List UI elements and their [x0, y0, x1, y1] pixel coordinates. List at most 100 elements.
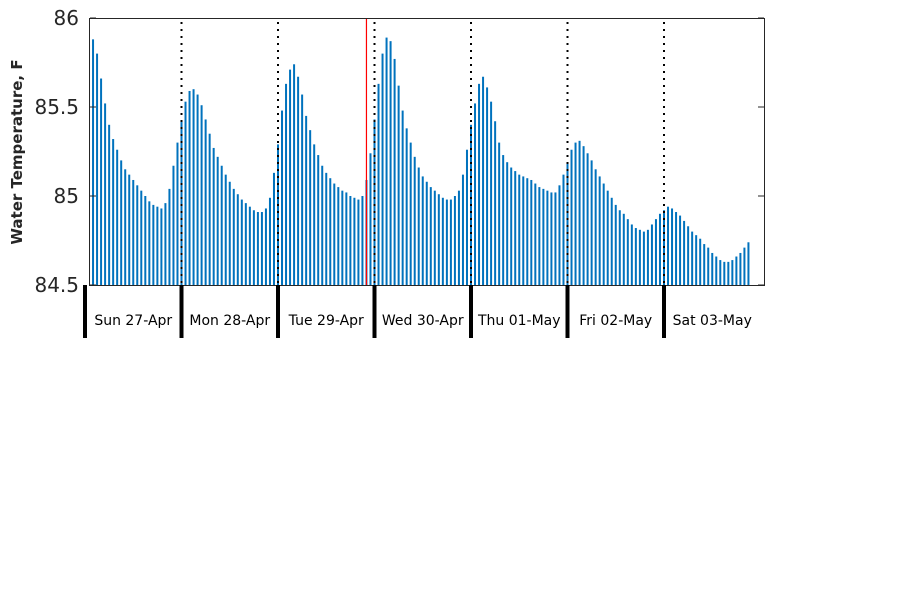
temperature-bar — [305, 115, 308, 286]
temperature-bar — [353, 197, 356, 285]
temperature-bar — [626, 219, 629, 285]
temperature-bar — [252, 210, 255, 285]
temperature-bar — [542, 188, 545, 285]
day-label: Mon 28-Apr — [189, 313, 270, 329]
temperature-bar — [538, 187, 541, 285]
temperature-bar — [248, 206, 251, 285]
temperature-bar — [433, 190, 436, 285]
temperature-bar — [180, 121, 183, 286]
temperature-bar — [212, 147, 215, 285]
temperature-bar — [144, 196, 147, 285]
temperature-bar — [474, 103, 477, 285]
temperature-bar — [671, 208, 674, 285]
temperature-bar — [385, 37, 388, 285]
temperature-bar — [413, 156, 416, 285]
temperature-bar — [486, 87, 489, 285]
temperature-bar — [554, 192, 557, 285]
temperature-bar — [695, 235, 698, 285]
day-label: Sun 27-Apr — [94, 313, 172, 329]
temperature-bar — [325, 172, 328, 285]
temperature-bar — [297, 76, 300, 286]
temperature-bar — [634, 228, 637, 285]
temperature-bar — [289, 69, 292, 286]
temperature-bar — [260, 212, 263, 285]
temperature-bar — [594, 169, 597, 285]
temperature-bar — [232, 188, 235, 285]
temperature-bar — [132, 179, 135, 285]
temperature-bar — [675, 212, 678, 285]
temperature-bar — [112, 139, 115, 285]
temperature-bar — [687, 226, 690, 285]
temperature-bar — [658, 213, 661, 285]
x-axis-day-labels: Sun 27-Apr Mon 28-Apr Tue 29-Apr Wed 30-Apr… — [83, 285, 752, 338]
day-label: Sat 03-May — [673, 313, 752, 329]
temperature-bar — [156, 206, 159, 285]
temperature-bar — [546, 190, 549, 285]
temperature-bar — [646, 229, 649, 285]
temperature-bar — [506, 162, 509, 285]
temperature-bar — [309, 130, 312, 285]
temperature-bar — [148, 201, 151, 285]
temperature-bar — [437, 194, 440, 285]
temperature-bar — [518, 174, 521, 285]
temperature-bar — [184, 101, 187, 285]
temperature-bar — [216, 156, 219, 285]
temperature-bar — [566, 162, 569, 285]
temperature-bar — [494, 121, 497, 286]
temperature-bar — [530, 179, 533, 285]
temperature-bar — [92, 39, 95, 285]
temperature-bar — [281, 110, 284, 285]
temperature-bar — [389, 41, 392, 285]
temperature-bar — [510, 167, 513, 285]
temperature-bar — [707, 247, 710, 285]
temperature-bar — [482, 76, 485, 286]
temperature-bar — [642, 231, 645, 285]
temperature-bar — [622, 213, 625, 285]
temperature-bar — [401, 110, 404, 285]
y-tick-label: 85 — [54, 184, 79, 208]
temperature-bar — [618, 210, 621, 285]
temperature-bar — [650, 224, 653, 285]
temperature-bar — [683, 220, 686, 285]
temperature-bar — [164, 203, 167, 285]
temperature-bar — [345, 192, 348, 285]
temperature-bar — [176, 142, 179, 285]
temperature-bar — [204, 119, 207, 286]
temperature-bar — [256, 212, 259, 285]
temperature-bar — [160, 208, 163, 285]
temperature-bar — [478, 83, 481, 285]
temperature-bar — [727, 261, 730, 285]
temperature-bar — [610, 197, 613, 285]
temperature-bar — [719, 260, 722, 285]
temperature-bar — [124, 169, 127, 285]
temperature-bar — [228, 181, 231, 285]
temperature-bar — [172, 165, 175, 285]
temperature-bar — [534, 183, 537, 285]
temperature-bar — [357, 199, 360, 285]
day-label: Wed 30-Apr — [382, 313, 464, 329]
temperature-bar — [586, 153, 589, 285]
temperature-bar — [498, 142, 501, 285]
temperature-bar — [200, 105, 203, 285]
y-tick-label: 86 — [54, 6, 79, 30]
day-label: Thu 01-May — [477, 313, 561, 329]
y-axis-label: Water Temperature, F — [8, 59, 26, 244]
temperature-bar — [453, 196, 456, 285]
temperature-bar — [369, 153, 372, 285]
plot-frame — [89, 18, 765, 286]
day-label: Fri 02-May — [579, 313, 652, 329]
temperature-bar — [703, 244, 706, 285]
temperature-bar — [602, 183, 605, 285]
temperature-bar — [397, 85, 400, 285]
temperature-bar — [417, 167, 420, 285]
temperature-bar — [277, 144, 279, 285]
temperature-bar — [313, 144, 316, 285]
temperature-bar — [614, 204, 617, 285]
temperature-bar — [272, 172, 275, 285]
temperature-bar — [550, 192, 553, 285]
temperature-bar — [638, 229, 641, 285]
temperature-bar — [490, 101, 493, 285]
temperature-bar — [582, 146, 585, 285]
temperature-bar — [317, 155, 320, 285]
